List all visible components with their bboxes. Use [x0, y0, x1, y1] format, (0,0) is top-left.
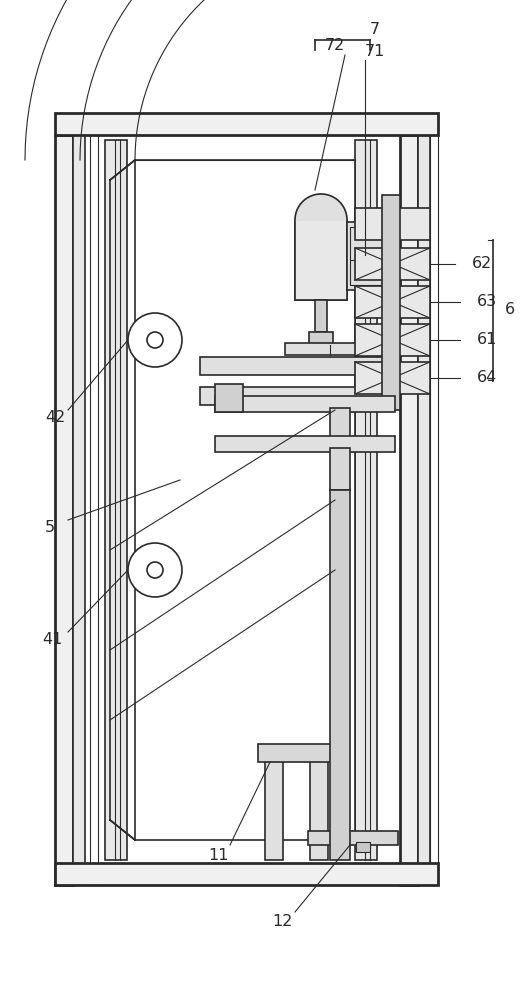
Text: 11: 11 [208, 848, 228, 862]
Bar [258, 744, 343, 762]
Bar [330, 490, 350, 860]
Bar [382, 195, 400, 410]
Text: 62: 62 [472, 256, 492, 271]
Bar [200, 357, 400, 375]
Text: 71: 71 [365, 44, 385, 60]
Bar [265, 760, 283, 860]
Bar [215, 436, 395, 452]
Bar [430, 135, 438, 885]
Bar [215, 384, 243, 412]
Text: 41: 41 [42, 633, 62, 648]
Bar [347, 222, 392, 290]
Bar [310, 760, 328, 860]
Text: 64: 64 [477, 370, 497, 385]
Bar [55, 863, 438, 885]
Bar [309, 332, 333, 345]
Bar [355, 362, 430, 394]
Circle shape [128, 543, 182, 597]
Bar [355, 248, 430, 280]
Bar [355, 140, 377, 860]
Bar [215, 396, 395, 412]
Bar [350, 227, 389, 285]
Bar [295, 220, 347, 300]
Text: 63: 63 [477, 294, 497, 310]
Bar [355, 286, 430, 318]
Bar [418, 135, 430, 885]
Bar [73, 135, 85, 885]
Bar [330, 448, 350, 490]
Text: 6: 6 [505, 302, 515, 318]
Text: 72: 72 [325, 37, 345, 52]
Polygon shape [295, 194, 347, 220]
Text: 61: 61 [477, 332, 498, 348]
Text: 42: 42 [45, 410, 65, 426]
Bar [315, 300, 327, 332]
Bar [355, 208, 430, 240]
Bar [285, 343, 395, 355]
Bar [295, 220, 347, 300]
Circle shape [147, 332, 163, 348]
Bar [400, 135, 418, 885]
Text: 12: 12 [272, 914, 292, 930]
Bar [200, 387, 400, 405]
Text: 7: 7 [370, 22, 380, 37]
Text: 5: 5 [45, 520, 55, 534]
Bar [55, 113, 438, 135]
Bar [105, 140, 127, 860]
Bar [355, 324, 430, 356]
Bar [90, 135, 98, 885]
Circle shape [128, 313, 182, 367]
Bar [356, 842, 370, 852]
Bar [55, 135, 73, 885]
Bar [330, 408, 350, 450]
Bar [308, 831, 398, 845]
Circle shape [147, 562, 163, 578]
Bar [135, 160, 355, 840]
